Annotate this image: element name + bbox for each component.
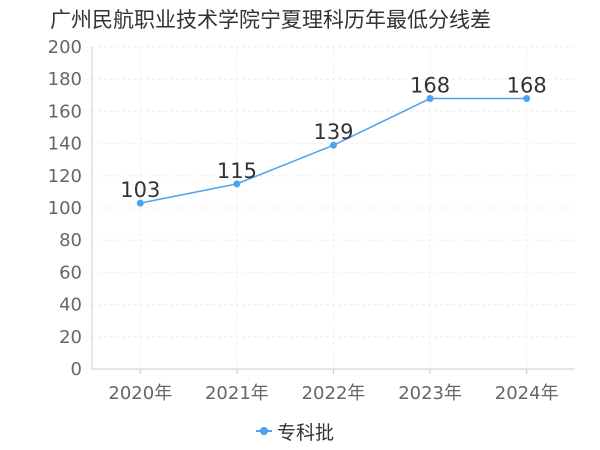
data-point[interactable]	[330, 141, 337, 149]
data-point[interactable]	[426, 95, 434, 103]
data-labels: 103 115 139 168 168	[120, 74, 546, 203]
data-label: 115	[217, 159, 257, 183]
y-tick-label: 180	[48, 69, 82, 90]
data-label: 168	[410, 74, 450, 98]
x-tick-label: 2021年	[205, 383, 269, 404]
legend-label: 专科批	[277, 421, 335, 444]
y-tick-label: 140	[48, 134, 82, 155]
data-point[interactable]	[136, 199, 144, 207]
y-tick-label: 160	[48, 101, 82, 122]
y-tick-label: 20	[59, 327, 82, 348]
legend[interactable]: 专科批	[256, 418, 334, 444]
legend-dot	[260, 427, 268, 435]
data-label: 168	[507, 74, 547, 98]
x-tick-label: 2020年	[108, 383, 172, 404]
y-tick-label: 200	[48, 37, 82, 58]
x-axis-tick-labels: 2020年 2021年 2022年 2023年 2024年	[108, 383, 558, 404]
x-tick-label: 2023年	[398, 383, 462, 404]
legend-marker-icon	[256, 425, 272, 437]
y-tick-label: 80	[59, 230, 82, 251]
data-point[interactable]	[233, 180, 241, 188]
x-tick-label: 2022年	[302, 383, 366, 404]
series-group	[136, 95, 531, 207]
x-tick-label: 2024年	[495, 383, 559, 404]
y-tick-label: 120	[48, 166, 82, 187]
y-tick-label: 100	[48, 198, 82, 219]
y-tick-label: 0	[71, 359, 82, 380]
y-tick-label: 40	[59, 295, 82, 316]
y-axis-tick-labels: 0 20 40 60 80 100 120 140 160 180 200	[48, 37, 82, 380]
data-label: 139	[313, 120, 353, 144]
data-point[interactable]	[523, 95, 531, 103]
chart-title: 广州民航职业技术学院宁夏理科历年最低分线差	[50, 8, 491, 32]
y-tick-label: 60	[59, 262, 82, 283]
grid-lines	[92, 46, 575, 369]
data-label: 103	[120, 178, 160, 202]
axes	[91, 47, 575, 374]
